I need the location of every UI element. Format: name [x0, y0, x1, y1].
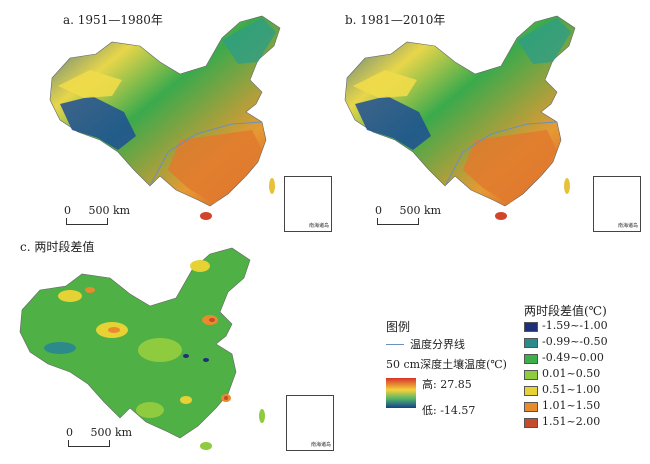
class-swatch-4: [524, 370, 538, 380]
diff-patch: [180, 396, 192, 404]
south-china-sea-inset-a: 南海诸岛: [284, 176, 332, 232]
class-label-1: -1.59~-1.00: [542, 319, 608, 332]
taiwan-c: [259, 409, 265, 423]
south-china-sea-inset-b: 南海诸岛: [593, 176, 641, 232]
panel-a-title: a. 1951—1980年: [63, 13, 163, 27]
south-region-b: [463, 130, 557, 204]
south-china-sea-inset-c: 南海诸岛: [286, 395, 334, 451]
temperature-boundary-b: [444, 121, 558, 187]
map-a: [49, 15, 281, 220]
diff-legend-title: 两时段差值(℃): [524, 304, 607, 318]
tibet-region-a: [60, 96, 136, 150]
class-swatch-2: [524, 338, 538, 348]
diff-patch: [138, 338, 182, 362]
taiwan-b: [564, 178, 570, 194]
tibet-region-b: [355, 96, 431, 150]
map-panel-c: c. 两时段差值 南海诸岛 0 500 km: [0, 230, 334, 464]
taiwan-a: [269, 178, 275, 194]
diff-patch: [44, 342, 76, 354]
class-label-2: -0.99~-0.50: [542, 335, 608, 348]
class-swatch-7: [524, 418, 538, 428]
diff-patch: [190, 260, 210, 272]
temp-low-label: 低: -14.57: [422, 404, 476, 417]
tarim-region-a: [58, 70, 122, 98]
class-swatch-1: [524, 322, 538, 332]
diff-patch: [224, 396, 228, 400]
temperature-gradient-bar: [386, 378, 416, 408]
diff-patch: [85, 287, 95, 293]
class-swatch-5: [524, 386, 538, 396]
temperature-boundary-a: [149, 121, 263, 187]
map-panel-a: a. 1951—1980年 南海诸岛 0 500 km: [0, 0, 332, 232]
map-panel-b: b. 1981—2010年 南海诸岛 0 500 km: [325, 0, 650, 232]
panel-b-title: b. 1981—2010年: [345, 13, 446, 27]
class-label-5: 0.51~1.00: [542, 383, 601, 396]
class-label-6: 1.01~1.50: [542, 399, 601, 412]
diff-patch: [108, 327, 120, 333]
panel-c-title: c. 两时段差值: [20, 240, 95, 254]
class-label-7: 1.51~2.00: [542, 415, 601, 428]
diff-patch: [58, 290, 82, 302]
class-swatch-3: [524, 354, 538, 364]
map-b: [344, 15, 576, 220]
boundary-line-symbol: [386, 344, 404, 345]
temp-legend-title: 50 cm深度土壤温度(℃): [386, 358, 507, 371]
scalebar-b: 0 500 km: [375, 204, 441, 225]
scalebar-c: 0 500 km: [66, 426, 132, 447]
diff-patch: [136, 402, 164, 418]
northeast-region-a: [222, 18, 276, 64]
south-region-a: [168, 130, 262, 204]
tarim-region-b: [353, 70, 417, 98]
class-label-4: 0.01~0.50: [542, 367, 601, 380]
legend-title: 图例: [386, 320, 411, 334]
diff-patch: [203, 358, 209, 362]
class-label-3: -0.49~0.00: [542, 351, 604, 364]
map-c: [19, 247, 265, 450]
northeast-region-b: [517, 18, 571, 64]
boundary-label: 温度分界线: [410, 338, 465, 351]
class-swatch-6: [524, 402, 538, 412]
hainan-a: [200, 212, 212, 220]
hainan-b: [495, 212, 507, 220]
hainan-c: [200, 442, 212, 450]
diff-patch: [183, 354, 189, 358]
scalebar-a: 0 500 km: [64, 204, 130, 225]
temp-high-label: 高: 27.85: [422, 378, 472, 391]
diff-patch: [209, 318, 215, 322]
